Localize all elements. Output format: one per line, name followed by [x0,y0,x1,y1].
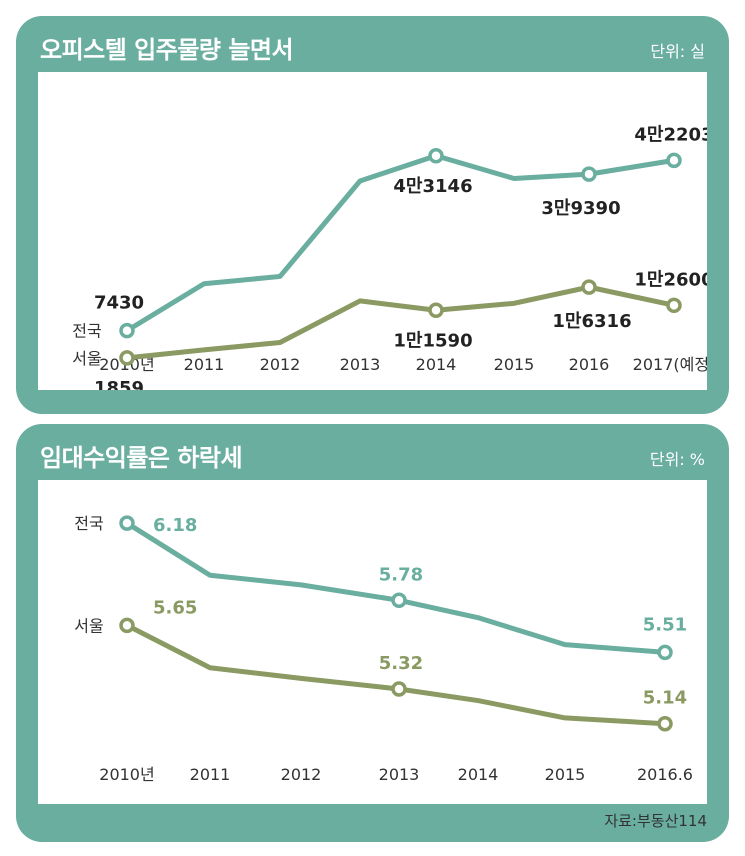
series-name-label: 서울 [74,616,103,635]
x-tick-label: 2015 [494,355,535,374]
supply-chart-svg: 2010년2011201220132014201520162017(예정)전국7… [72,124,707,390]
yield-chart-svg: 2010년 2011 2012 2013 2014 2015 2016.6 전국 6.18 5.7… [74,514,693,784]
data-point-marker [119,617,135,634]
data-point-marker [391,592,407,609]
data-label: 6.18 [153,515,197,536]
x-tick-label: 2011 [184,355,225,374]
data-label: 4만2203 [634,124,707,145]
yield-chart-panel: 임대수익률은 하락세 단위: % 2010년 2011 2012 2013 2014 20… [16,424,729,842]
x-tick-label: 2012 [260,355,301,374]
x-tick-label: 2013 [379,765,420,784]
data-point-marker [657,644,673,661]
supply-chart-plot: 2010년2011201220132014201520162017(예정)전국7… [38,72,707,390]
data-label: 5.51 [643,614,687,635]
supply-chart-unit: 단위: 실 [650,42,705,61]
x-tick-label: 2014 [458,765,499,784]
data-label: 1만2600 [634,269,707,290]
data-label: 5.32 [379,653,423,674]
data-label: 3만9390 [541,198,620,219]
series-name-label: 전국 [72,322,101,341]
data-point-marker [391,681,407,697]
data-point-marker [581,166,597,182]
x-tick-label: 2016 [569,355,610,374]
yield-chart-title: 임대수익률은 하락세 [40,444,243,472]
series-name-label: 전국 [74,514,103,533]
data-label: 5.14 [643,688,687,709]
yield-chart-plot: 2010년 2011 2012 2013 2014 2015 2016.6 전국 6.18 5.7… [38,480,707,804]
series-name-label: 서울 [72,349,101,368]
x-tick-label: 2015 [545,765,586,784]
data-label: 5.65 [153,597,197,618]
data-label: 1만6316 [552,311,631,332]
series-line-national [124,153,677,334]
supply-chart-panel: 오피스텔 입주물량 늘면서 단위: 실 2010년201120122013201… [16,16,729,414]
source-label: 자료:부동산114 [604,812,707,830]
supply-chart-title: 오피스텔 입주물량 늘면서 [40,36,294,64]
data-label: 1만1590 [393,330,472,351]
data-point-marker [666,152,682,169]
data-label: 1859 [94,378,144,390]
data-point-marker [657,715,673,732]
data-point-marker [666,297,682,314]
x-tick-label: 2013 [340,355,381,374]
data-label: 5.78 [379,564,423,585]
x-tick-label: 2016.6 [637,765,693,784]
data-point-marker [428,302,444,319]
data-label: 7430 [94,293,144,314]
x-tick-label: 2012 [281,765,322,784]
data-point-marker [119,350,135,366]
x-tick-label: 2014 [416,355,457,374]
data-point-marker [581,279,597,295]
yield-chart-unit: 단위: % [649,450,705,469]
data-point-marker [119,515,135,531]
x-tick-label: 2010년 [99,765,154,784]
series-line-national [124,520,668,655]
data-point-marker [428,148,444,164]
series-line-seoul [124,284,677,361]
data-label: 4만3146 [393,176,472,197]
series-line-seoul [124,622,668,727]
x-tick-label: 2011 [190,765,231,784]
data-point-marker [119,322,135,339]
x-tick-label: 2017(예정) [633,355,707,374]
